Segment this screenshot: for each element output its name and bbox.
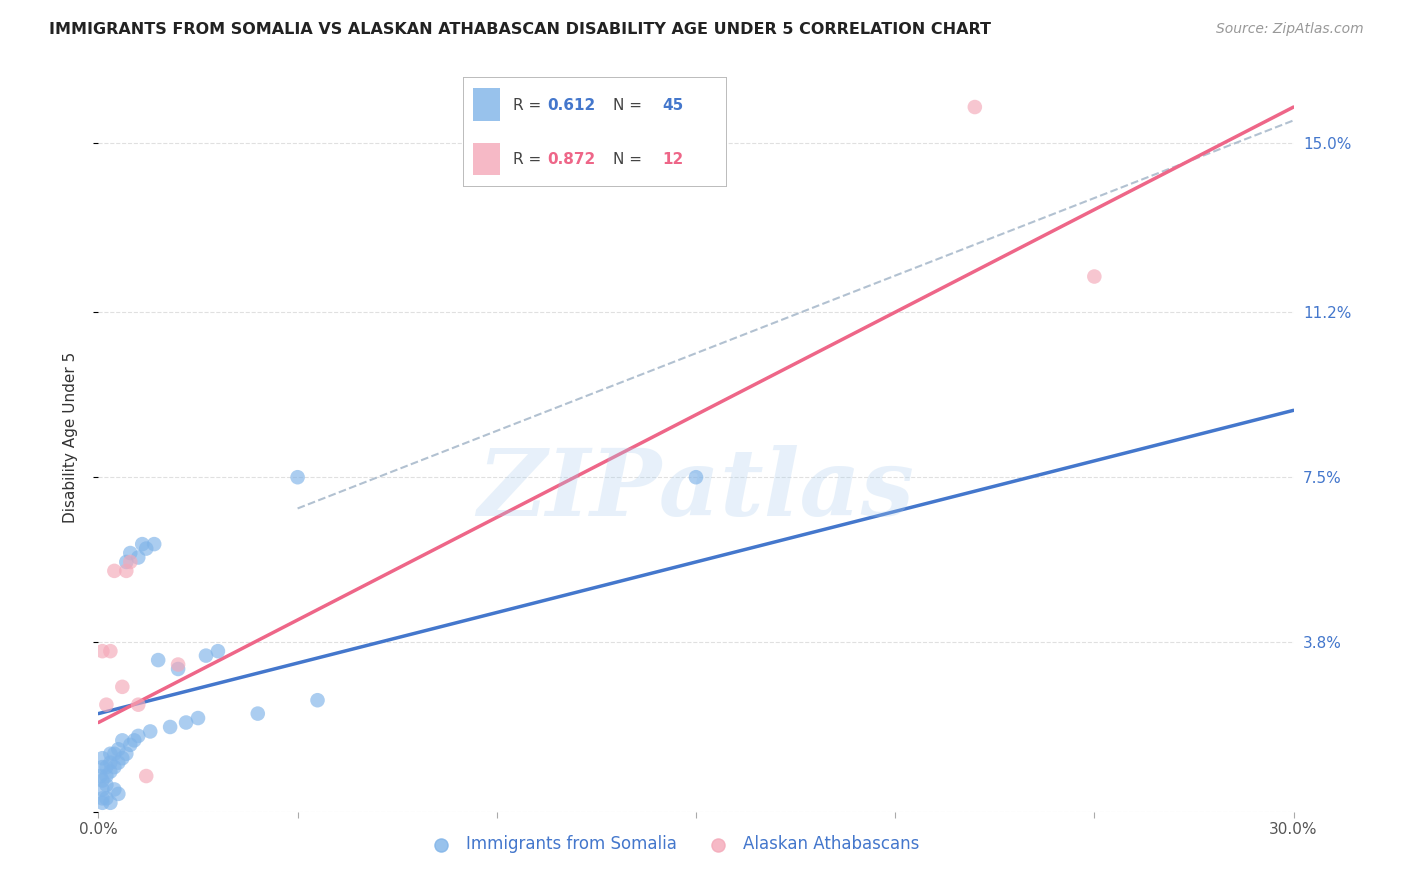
Legend: Immigrants from Somalia, Alaskan Athabascans: Immigrants from Somalia, Alaskan Athabas…	[418, 829, 927, 860]
Point	[107, 756, 129, 770]
Point	[131, 537, 153, 551]
Point	[1083, 269, 1105, 284]
Point	[115, 564, 138, 578]
Point	[167, 657, 190, 672]
Point	[98, 644, 122, 658]
Point	[98, 796, 122, 810]
Point	[91, 782, 114, 797]
Point	[159, 720, 181, 734]
Point	[148, 653, 170, 667]
Point	[91, 644, 114, 658]
Point	[307, 693, 329, 707]
Point	[207, 644, 229, 658]
Point	[187, 711, 209, 725]
Point	[91, 751, 114, 765]
Point	[96, 760, 118, 774]
Point	[127, 698, 149, 712]
Point	[103, 782, 125, 797]
Point	[115, 555, 138, 569]
Point	[246, 706, 269, 721]
Point	[98, 764, 122, 779]
Point	[103, 760, 125, 774]
Point	[120, 738, 142, 752]
Text: ZIPatlas: ZIPatlas	[478, 444, 914, 534]
Point	[115, 747, 138, 761]
Point	[685, 470, 707, 484]
Point	[120, 555, 142, 569]
Point	[91, 760, 114, 774]
Point	[124, 733, 146, 747]
Point	[91, 791, 114, 805]
Point	[174, 715, 197, 730]
Point	[120, 546, 142, 560]
Point	[96, 791, 118, 805]
Point	[96, 778, 118, 792]
Point	[963, 100, 986, 114]
Point	[91, 796, 114, 810]
Point	[91, 773, 114, 788]
Point	[103, 747, 125, 761]
Point	[135, 769, 157, 783]
Point	[167, 662, 190, 676]
Point	[98, 747, 122, 761]
Point	[139, 724, 162, 739]
Point	[96, 698, 118, 712]
Point	[107, 787, 129, 801]
Point	[89, 769, 111, 783]
Point	[195, 648, 218, 663]
Point	[287, 470, 309, 484]
Point	[143, 537, 166, 551]
Point	[127, 729, 149, 743]
Point	[127, 550, 149, 565]
Point	[98, 756, 122, 770]
Text: Source: ZipAtlas.com: Source: ZipAtlas.com	[1216, 22, 1364, 37]
Point	[103, 564, 125, 578]
Text: IMMIGRANTS FROM SOMALIA VS ALASKAN ATHABASCAN DISABILITY AGE UNDER 5 CORRELATION: IMMIGRANTS FROM SOMALIA VS ALASKAN ATHAB…	[49, 22, 991, 37]
Point	[111, 751, 134, 765]
Point	[96, 769, 118, 783]
Point	[111, 680, 134, 694]
Y-axis label: Disability Age Under 5: Disability Age Under 5	[63, 351, 77, 523]
Point	[135, 541, 157, 556]
Point	[111, 733, 134, 747]
Point	[107, 742, 129, 756]
